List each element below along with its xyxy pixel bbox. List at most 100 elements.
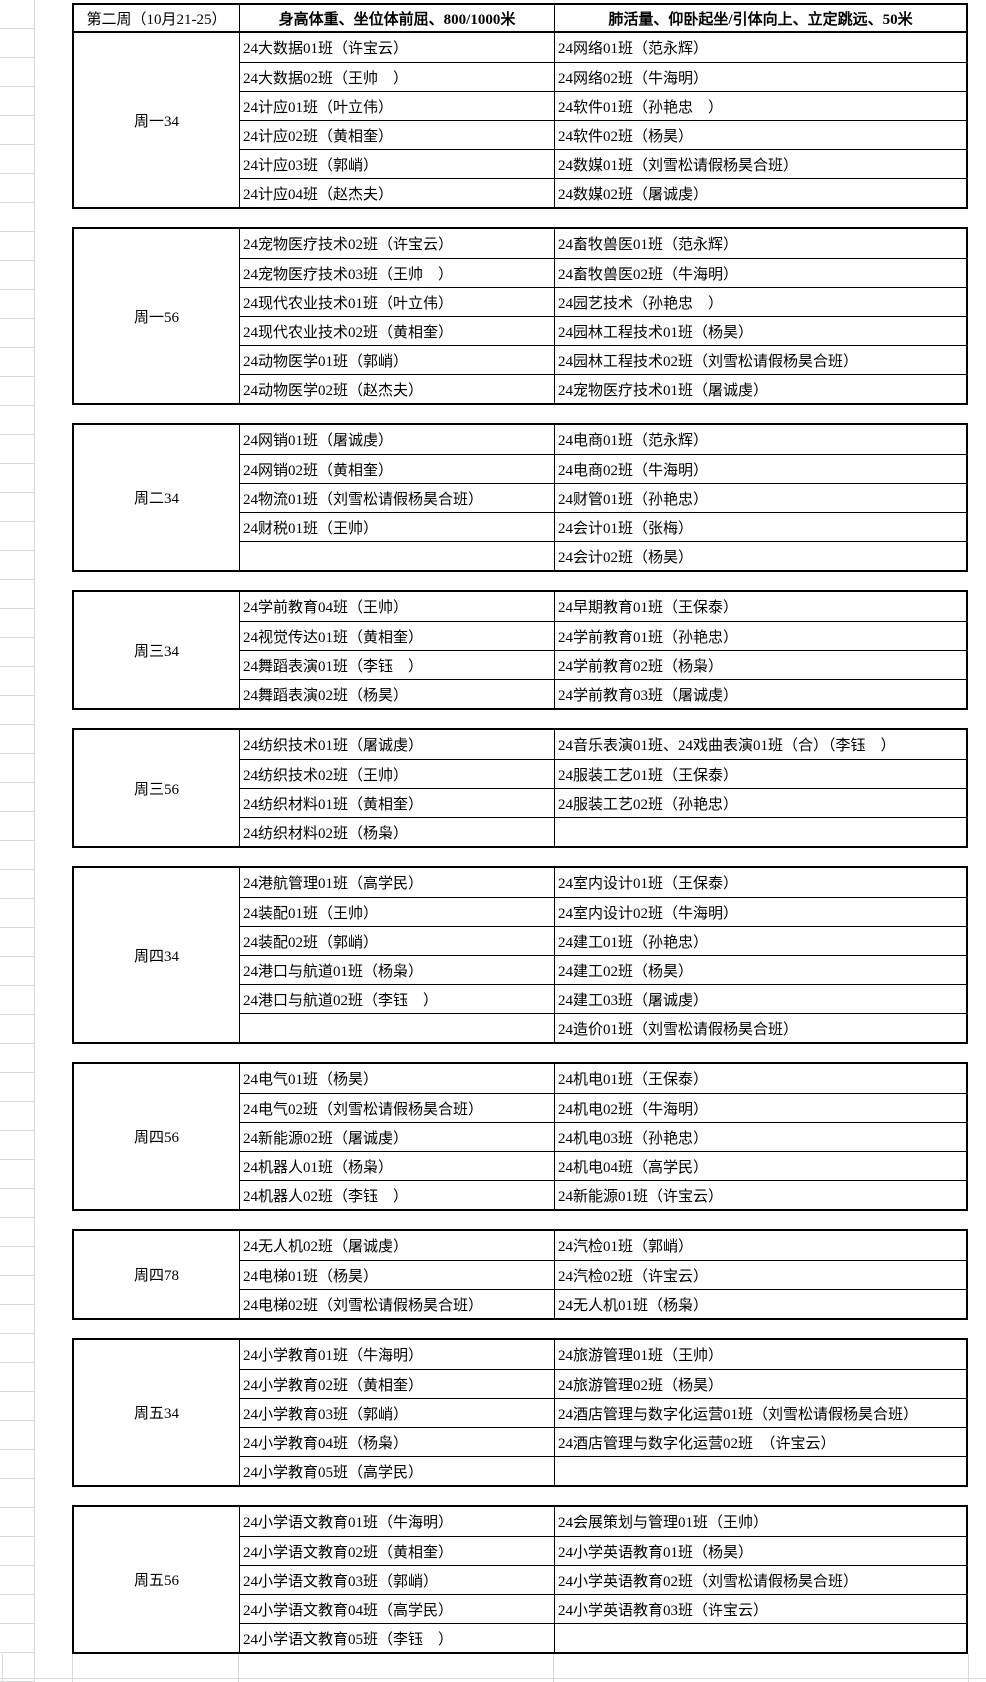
class-cell[interactable]: 24财管01班（孙艳忠）	[558, 491, 709, 508]
class-cell[interactable]: 24电商01班（范永辉）	[558, 433, 709, 449]
class-cell[interactable]: 24机器人02班（李钰 ）	[240, 1181, 555, 1209]
test-group-1-header-cell[interactable]: 身高体重、坐位体前屈、800/1000米	[240, 5, 555, 31]
class-cell[interactable]: 24纺织材料02班（杨枭）	[240, 818, 555, 846]
class-cell[interactable]: 24小学教育03班（郭峭）	[240, 1399, 555, 1427]
class-cell[interactable]: 24电商02班（牛海明）	[558, 462, 709, 479]
class-cell[interactable]: 24旅游管理01班（王帅）	[558, 1348, 724, 1364]
week-label-cell[interactable]: 周一34	[74, 33, 240, 207]
class-cell[interactable]: 24无人机01班（杨枭）	[558, 1297, 709, 1314]
class-cell[interactable]	[240, 1014, 555, 1042]
class-cell[interactable]: 24建工03班（屠诚虔）	[558, 992, 709, 1009]
class-cell[interactable]: 24小学语文教育05班（李钰 ）	[240, 1624, 555, 1652]
class-cell[interactable]: 24网络01班（范永辉）	[558, 41, 709, 57]
class-cell[interactable]: 24网络02班（牛海明）	[558, 70, 709, 87]
class-cell[interactable]: 24小学语文教育01班（牛海明）	[240, 1507, 555, 1536]
class-cell[interactable]: 24电梯02班（刘雪松请假杨昊合班）	[240, 1290, 555, 1318]
class-cell[interactable]: 24小学教育05班（高学民）	[240, 1457, 555, 1485]
class-cell[interactable]: 24畜牧兽医01班（范永辉）	[558, 237, 739, 253]
class-cell[interactable]	[240, 542, 555, 570]
class-cell[interactable]: 24小学英语教育01班（杨昊）	[558, 1544, 754, 1561]
class-cell[interactable]: 24动物医学01班（郭峭）	[240, 346, 555, 374]
class-cell[interactable]: 24学前教育02班（杨枭）	[558, 658, 724, 675]
class-cell[interactable]: 24园艺技术（孙艳忠 ）	[558, 295, 724, 312]
class-cell[interactable]: 24建工01班（孙艳忠）	[558, 934, 709, 951]
class-cell[interactable]	[555, 818, 966, 846]
class-cell[interactable]: 24小学教育02班（黄相奎）	[240, 1370, 555, 1398]
class-cell[interactable]: 24酒店管理与数字化运营01班（刘雪松请假杨昊合班）	[558, 1406, 919, 1423]
class-cell[interactable]: 24园林工程技术02班（刘雪松请假杨昊合班）	[558, 353, 859, 370]
class-cell[interactable]: 24财税01班（王帅）	[240, 513, 555, 541]
class-cell[interactable]: 24机电02班（牛海明）	[558, 1101, 709, 1118]
class-cell[interactable]: 24汽检02班（许宝云）	[558, 1268, 709, 1285]
class-cell[interactable]: 24舞蹈表演02班（杨昊）	[240, 680, 555, 708]
class-cell[interactable]: 24服装工艺02班（孙艳忠）	[558, 796, 739, 813]
class-cell[interactable]: 24畜牧兽医02班（牛海明）	[558, 266, 739, 283]
class-cell[interactable]: 24小学语文教育03班（郭峭）	[240, 1566, 555, 1594]
week-label-cell[interactable]: 周三34	[74, 592, 240, 708]
class-cell[interactable]: 24小学教育04班（杨枭）	[240, 1428, 555, 1456]
class-cell[interactable]: 24物流01班（刘雪松请假杨昊合班）	[240, 484, 555, 512]
class-cell[interactable]: 24小学语文教育02班（黄相奎）	[240, 1537, 555, 1565]
class-cell[interactable]: 24小学英语教育02班（刘雪松请假杨昊合班）	[558, 1573, 859, 1590]
class-cell[interactable]: 24会计02班（杨昊）	[558, 549, 694, 566]
class-cell[interactable]: 24计应02班（黄相奎）	[240, 121, 555, 149]
week-label-cell[interactable]: 周五56	[74, 1507, 240, 1652]
class-cell[interactable]: 24园林工程技术01班（杨昊）	[558, 324, 754, 341]
class-cell[interactable]: 24新能源01班（许宝云）	[558, 1188, 724, 1205]
class-cell[interactable]: 24无人机02班（屠诚虔）	[240, 1231, 555, 1260]
class-cell[interactable]: 24服装工艺01班（王保泰）	[558, 767, 739, 784]
class-cell[interactable]: 24宠物医疗技术02班（许宝云）	[240, 229, 555, 258]
class-cell[interactable]: 24宠物医疗技术01班（屠诚虔）	[558, 382, 769, 399]
week-label-cell[interactable]: 周三56	[74, 730, 240, 846]
class-cell[interactable]: 24网销02班（黄相奎）	[240, 455, 555, 483]
test-group-2-header-cell[interactable]: 肺活量、仰卧起坐/引体向上、立定跳远、50米	[608, 11, 913, 28]
class-cell[interactable]: 24大数据01班（许宝云）	[240, 33, 555, 62]
class-cell[interactable]: 24计应04班（赵杰夫）	[240, 179, 555, 207]
class-cell[interactable]: 24机器人01班（杨枭）	[240, 1152, 555, 1180]
class-cell[interactable]: 24室内设计02班（牛海明）	[558, 905, 739, 922]
class-cell[interactable]: 24装配01班（王帅）	[240, 898, 555, 926]
class-cell[interactable]: 24港口与航道02班（李钰 ）	[240, 985, 555, 1013]
class-cell[interactable]: 24酒店管理与数字化运营02班 （许宝云）	[558, 1435, 836, 1452]
class-cell[interactable]: 24计应03班（郭峭）	[240, 150, 555, 178]
class-cell[interactable]: 24软件02班（杨昊）	[558, 128, 694, 145]
class-cell[interactable]: 24早期教育01班（王保泰）	[558, 600, 739, 616]
class-cell[interactable]: 24机电04班（高学民）	[558, 1159, 709, 1176]
week-label-cell[interactable]: 周四56	[74, 1064, 240, 1209]
class-cell[interactable]: 24学前教育04班（王帅）	[240, 592, 555, 621]
class-cell[interactable]: 24网销01班（屠诚虔）	[240, 425, 555, 454]
class-cell[interactable]: 24现代农业技术02班（黄相奎）	[240, 317, 555, 345]
week-label-cell[interactable]: 周四78	[74, 1231, 240, 1318]
class-cell[interactable]: 24旅游管理02班（杨昊）	[558, 1377, 724, 1394]
class-cell[interactable]: 24机电01班（王保泰）	[558, 1072, 709, 1088]
class-cell[interactable]: 24电气02班（刘雪松请假杨昊合班）	[240, 1094, 555, 1122]
class-cell[interactable]: 24室内设计01班（王保泰）	[558, 876, 739, 892]
class-cell[interactable]: 24纺织技术01班（屠诚虔）	[240, 730, 555, 759]
class-cell[interactable]: 24大数据02班（王帅 ）	[240, 63, 555, 91]
class-cell[interactable]: 24数媒01班（刘雪松请假杨昊合班）	[558, 157, 799, 174]
class-cell[interactable]: 24汽检01班（郭峭）	[558, 1239, 694, 1255]
class-cell[interactable]: 24音乐表演01班、24戏曲表演01班（合）（李钰 ）	[558, 738, 896, 754]
class-cell[interactable]: 24视觉传达01班（黄相奎）	[240, 622, 555, 650]
class-cell[interactable]: 24机电03班（孙艳忠）	[558, 1130, 709, 1147]
class-cell[interactable]: 24装配02班（郭峭）	[240, 927, 555, 955]
week-label-cell[interactable]: 周二34	[74, 425, 240, 570]
week-label-cell[interactable]: 周一56	[74, 229, 240, 403]
class-cell[interactable]: 24计应01班（叶立伟）	[240, 92, 555, 120]
class-cell[interactable]: 24小学英语教育03班（许宝云）	[558, 1602, 769, 1619]
class-cell[interactable]: 24新能源02班（屠诚虔）	[240, 1123, 555, 1151]
class-cell[interactable]: 24造价01班（刘雪松请假杨昊合班）	[558, 1021, 799, 1038]
class-cell[interactable]: 24纺织材料01班（黄相奎）	[240, 789, 555, 817]
class-cell[interactable]: 24小学语文教育04班（高学民）	[240, 1595, 555, 1623]
class-cell[interactable]: 24建工02班（杨昊）	[558, 963, 694, 980]
class-cell[interactable]: 24数媒02班（屠诚虔）	[558, 186, 709, 203]
class-cell[interactable]: 24纺织技术02班（王帅）	[240, 760, 555, 788]
class-cell[interactable]: 24宠物医疗技术03班（王帅 ）	[240, 259, 555, 287]
class-cell[interactable]: 24舞蹈表演01班（李钰 ）	[240, 651, 555, 679]
class-cell[interactable]: 24学前教育01班（孙艳忠）	[558, 629, 739, 646]
class-cell[interactable]: 24软件01班（孙艳忠 ）	[558, 99, 724, 116]
class-cell[interactable]: 24会计01班（张梅）	[558, 520, 694, 537]
week-header-cell[interactable]: 第二周（10月21-25）	[74, 5, 240, 31]
class-cell[interactable]: 24动物医学02班（赵杰夫）	[240, 375, 555, 403]
class-cell[interactable]: 24电气01班（杨昊）	[240, 1064, 555, 1093]
